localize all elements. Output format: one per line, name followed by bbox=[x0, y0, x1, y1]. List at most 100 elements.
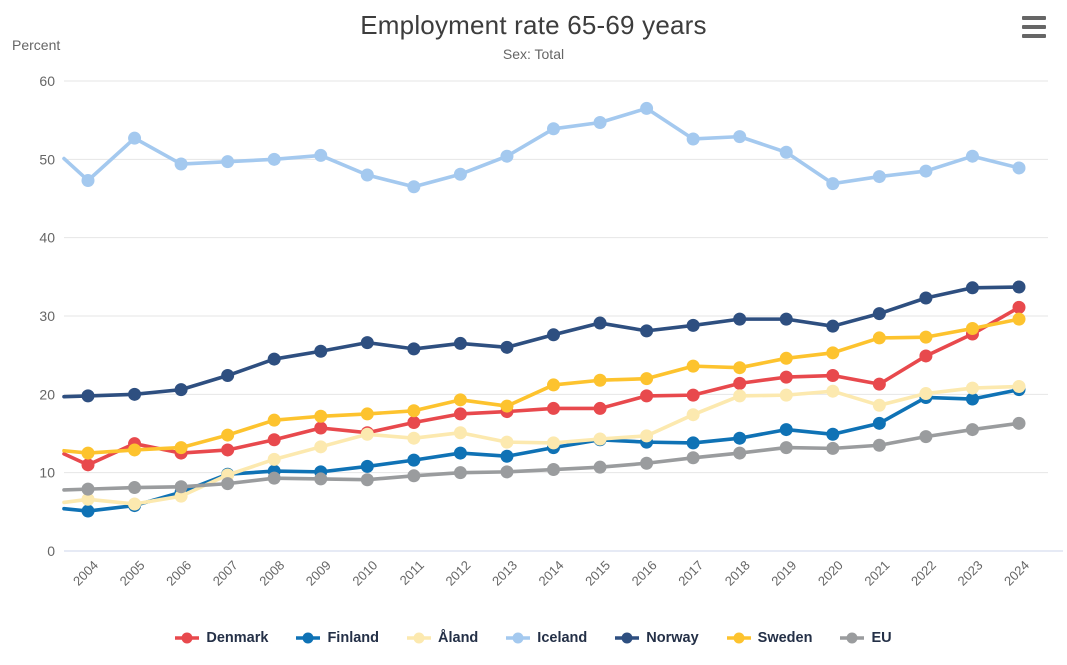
legend-item-sweden[interactable]: Sweden bbox=[726, 630, 812, 646]
data-point-åland-2010[interactable] bbox=[360, 427, 374, 441]
data-point-sweden-2005[interactable] bbox=[128, 443, 142, 457]
data-point-norway-2013[interactable] bbox=[500, 340, 514, 354]
legend-item-norway[interactable]: Norway bbox=[615, 630, 699, 646]
data-point-eu-2024[interactable] bbox=[1012, 416, 1026, 430]
data-point-åland-2022[interactable] bbox=[919, 387, 933, 401]
data-point-åland-2014[interactable] bbox=[547, 436, 560, 450]
data-point-denmark-2009[interactable] bbox=[314, 421, 328, 435]
data-point-eu-2014[interactable] bbox=[547, 463, 560, 477]
data-point-iceland-2020[interactable] bbox=[826, 177, 840, 191]
data-point-iceland-2013[interactable] bbox=[500, 149, 514, 163]
data-point-norway-2008[interactable] bbox=[267, 352, 281, 366]
data-point-sweden-2018[interactable] bbox=[733, 361, 747, 375]
data-point-denmark-2008[interactable] bbox=[267, 433, 281, 447]
data-point-iceland-2008[interactable] bbox=[267, 152, 281, 166]
data-point-åland-2024[interactable] bbox=[1012, 380, 1026, 393]
data-point-sweden-2023[interactable] bbox=[965, 322, 979, 336]
data-point-sweden-2010[interactable] bbox=[360, 407, 374, 421]
data-point-norway-2012[interactable] bbox=[453, 336, 467, 350]
data-point-åland-2009[interactable] bbox=[314, 440, 328, 454]
data-point-denmark-2014[interactable] bbox=[547, 401, 560, 415]
data-point-iceland-2023[interactable] bbox=[965, 149, 979, 163]
data-point-iceland-2017[interactable] bbox=[686, 132, 700, 146]
data-point-åland-2021[interactable] bbox=[872, 398, 886, 412]
data-point-denmark-2012[interactable] bbox=[453, 407, 467, 421]
data-point-sweden-2011[interactable] bbox=[407, 404, 421, 418]
data-point-åland-2018[interactable] bbox=[733, 389, 747, 403]
data-point-iceland-2024[interactable] bbox=[1012, 161, 1026, 175]
data-point-finland-2018[interactable] bbox=[733, 431, 747, 445]
data-point-eu-2012[interactable] bbox=[453, 466, 467, 480]
data-point-iceland-2018[interactable] bbox=[733, 130, 747, 144]
data-point-åland-2012[interactable] bbox=[453, 426, 467, 440]
data-point-åland-2004[interactable] bbox=[81, 492, 95, 506]
data-point-iceland-2016[interactable] bbox=[640, 101, 654, 115]
data-point-eu-2015[interactable] bbox=[593, 460, 607, 474]
data-point-eu-2011[interactable] bbox=[407, 469, 421, 483]
data-point-denmark-2022[interactable] bbox=[919, 349, 933, 363]
data-point-finland-2011[interactable] bbox=[407, 453, 421, 467]
data-point-sweden-2009[interactable] bbox=[314, 409, 328, 423]
legend-item-finland[interactable]: Finland bbox=[296, 630, 379, 646]
data-point-finland-2019[interactable] bbox=[779, 423, 793, 437]
data-point-iceland-2005[interactable] bbox=[128, 131, 142, 145]
data-point-iceland-2006[interactable] bbox=[174, 157, 188, 171]
data-point-sweden-2008[interactable] bbox=[267, 413, 281, 427]
data-point-eu-2005[interactable] bbox=[128, 481, 142, 495]
data-point-denmark-2018[interactable] bbox=[733, 376, 747, 390]
data-point-norway-2017[interactable] bbox=[686, 318, 700, 332]
data-point-iceland-2014[interactable] bbox=[547, 122, 560, 136]
data-point-sweden-2019[interactable] bbox=[779, 351, 793, 365]
data-point-eu-2013[interactable] bbox=[500, 465, 514, 479]
data-point-åland-2006[interactable] bbox=[174, 489, 188, 503]
data-point-norway-2024[interactable] bbox=[1012, 280, 1026, 294]
data-point-eu-2008[interactable] bbox=[267, 471, 281, 485]
data-point-eu-2004[interactable] bbox=[81, 482, 95, 496]
data-point-åland-2017[interactable] bbox=[686, 408, 700, 422]
data-point-norway-2009[interactable] bbox=[314, 344, 328, 358]
data-point-eu-2022[interactable] bbox=[919, 430, 933, 444]
legend-item-iceland[interactable]: Iceland bbox=[506, 630, 587, 646]
data-point-finland-2013[interactable] bbox=[500, 449, 514, 463]
data-point-eu-2006[interactable] bbox=[174, 480, 188, 494]
data-point-sweden-2007[interactable] bbox=[221, 428, 235, 442]
data-point-norway-2014[interactable] bbox=[547, 328, 560, 342]
data-point-iceland-2019[interactable] bbox=[779, 145, 793, 159]
data-point-iceland-2009[interactable] bbox=[314, 148, 328, 162]
data-point-sweden-2013[interactable] bbox=[500, 399, 514, 413]
data-point-sweden-2021[interactable] bbox=[872, 331, 886, 345]
data-point-sweden-2014[interactable] bbox=[547, 378, 560, 392]
data-point-finland-2017[interactable] bbox=[686, 436, 700, 450]
data-point-denmark-2020[interactable] bbox=[826, 369, 840, 383]
data-point-denmark-2015[interactable] bbox=[593, 401, 607, 415]
data-point-åland-2013[interactable] bbox=[500, 435, 514, 449]
data-point-åland-2008[interactable] bbox=[267, 452, 281, 466]
legend-item-åland[interactable]: Åland bbox=[407, 630, 478, 646]
data-point-denmark-2024[interactable] bbox=[1012, 300, 1026, 314]
data-point-eu-2007[interactable] bbox=[221, 477, 235, 491]
data-point-norway-2006[interactable] bbox=[174, 383, 188, 397]
data-point-denmark-2004[interactable] bbox=[81, 458, 95, 472]
data-point-sweden-2020[interactable] bbox=[826, 346, 840, 360]
data-point-norway-2016[interactable] bbox=[640, 324, 654, 338]
data-point-finland-2012[interactable] bbox=[453, 446, 467, 460]
legend-item-denmark[interactable]: Denmark bbox=[175, 630, 268, 646]
data-point-finland-2020[interactable] bbox=[826, 427, 840, 441]
data-point-norway-2021[interactable] bbox=[872, 307, 886, 321]
data-point-eu-2021[interactable] bbox=[872, 438, 886, 452]
data-point-åland-2019[interactable] bbox=[779, 388, 793, 402]
data-point-finland-2004[interactable] bbox=[81, 504, 95, 518]
data-point-eu-2018[interactable] bbox=[733, 446, 747, 460]
data-point-norway-2020[interactable] bbox=[826, 319, 840, 333]
hamburger-menu-icon[interactable] bbox=[1021, 14, 1047, 40]
data-point-sweden-2024[interactable] bbox=[1012, 312, 1026, 326]
data-point-sweden-2016[interactable] bbox=[640, 372, 654, 386]
data-point-norway-2023[interactable] bbox=[965, 281, 979, 295]
data-point-norway-2015[interactable] bbox=[593, 316, 607, 330]
data-point-denmark-2007[interactable] bbox=[221, 443, 235, 457]
data-point-åland-2020[interactable] bbox=[826, 384, 840, 398]
data-point-sweden-2017[interactable] bbox=[686, 359, 700, 373]
data-point-iceland-2021[interactable] bbox=[872, 170, 886, 184]
data-point-eu-2017[interactable] bbox=[686, 451, 700, 465]
data-point-iceland-2004[interactable] bbox=[81, 173, 95, 187]
